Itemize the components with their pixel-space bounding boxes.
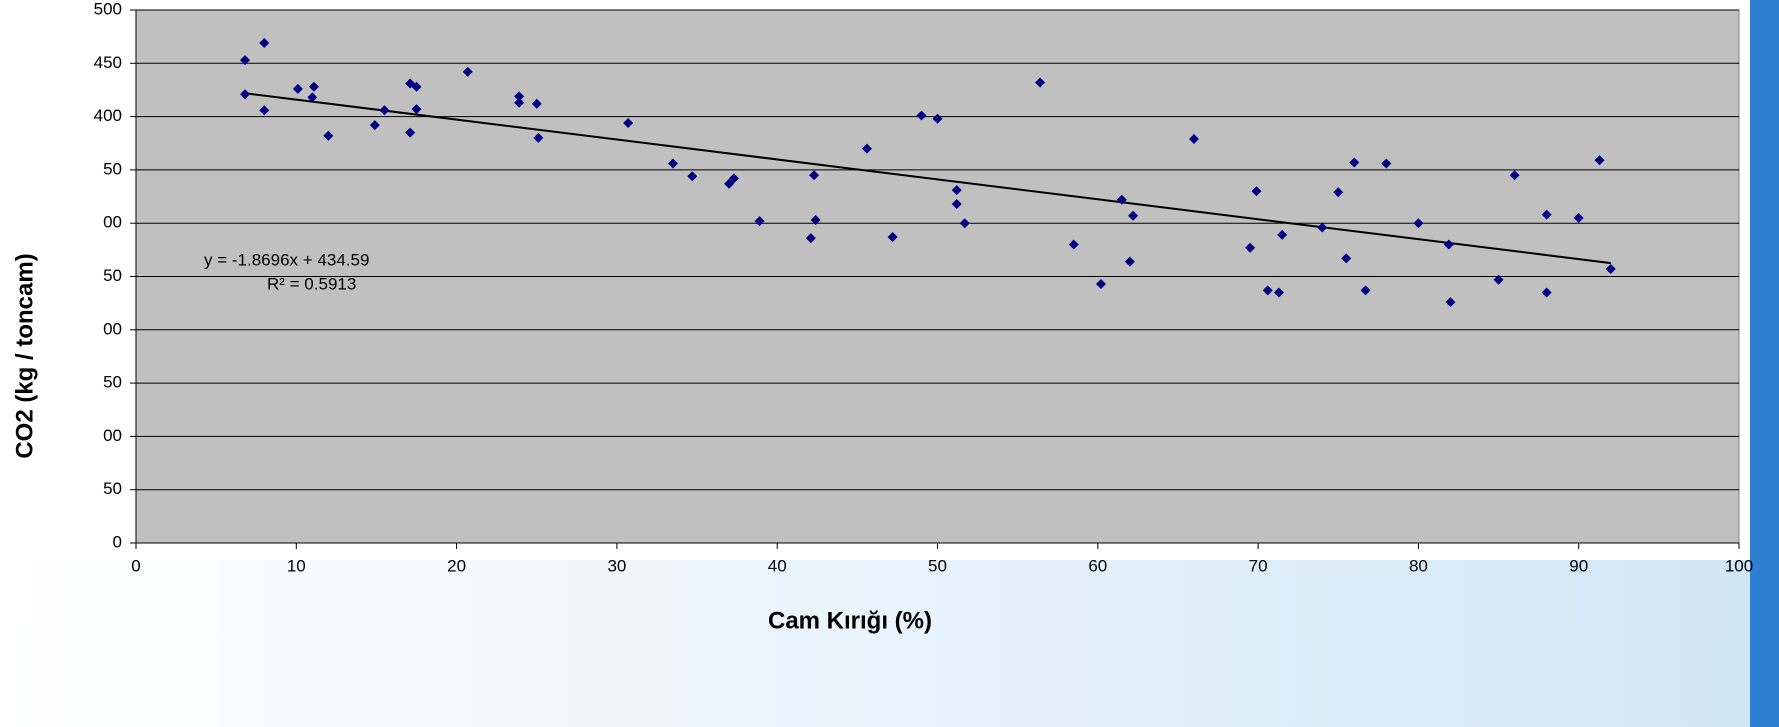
data-point: [1035, 77, 1046, 88]
data-point: [1381, 158, 1392, 169]
data-point: [1333, 187, 1344, 198]
data-point: [668, 158, 679, 169]
x-tick-label: 90: [1569, 556, 1588, 575]
x-tick-label: 0: [131, 556, 140, 575]
data-point: [959, 218, 970, 229]
data-point: [514, 97, 525, 108]
y-tick-label: 50: [103, 159, 122, 178]
y-tick-label: 450: [94, 53, 122, 72]
data-point: [1509, 170, 1520, 181]
data-point: [1277, 229, 1288, 240]
y-tick-label: 50: [103, 479, 122, 498]
r-squared: R² = 0.5913: [267, 274, 356, 293]
data-point: [1251, 186, 1262, 197]
data-point: [411, 104, 422, 115]
data-point: [887, 232, 898, 243]
data-point: [1541, 209, 1552, 220]
data-point: [1188, 133, 1199, 144]
data-point: [1443, 239, 1454, 250]
data-point: [405, 127, 416, 138]
data-point: [411, 81, 422, 92]
data-point: [1573, 212, 1584, 223]
data-point: [1116, 194, 1127, 205]
data-point: [1341, 253, 1352, 264]
x-tick-label: 30: [607, 556, 626, 575]
data-point: [369, 120, 380, 131]
data-point: [810, 215, 821, 226]
y-tick-label: 00: [103, 426, 122, 445]
data-point: [514, 91, 525, 102]
y-tick-label: 0: [113, 532, 122, 551]
data-point: [809, 170, 820, 181]
x-tick-label: 40: [768, 556, 787, 575]
data-point: [240, 89, 251, 100]
x-tick-label: 10: [287, 556, 306, 575]
data-point: [951, 199, 962, 210]
x-axis-title: Cam Kırığı (%): [768, 607, 932, 634]
y-tick-label: 50: [103, 266, 122, 285]
data-point: [531, 98, 542, 109]
data-point: [307, 92, 318, 103]
data-point: [805, 233, 816, 244]
data-point: [1541, 287, 1552, 298]
x-tick-label: 50: [928, 556, 947, 575]
data-point: [1594, 155, 1605, 166]
data-point: [687, 171, 698, 182]
data-point: [1413, 218, 1424, 229]
data-point: [533, 132, 544, 143]
y-axis-title: CO2 (kg / toncam): [11, 253, 38, 458]
data-point: [292, 83, 303, 94]
data-point: [754, 216, 765, 227]
data-point: [1128, 210, 1139, 221]
y-tick-label: 500: [94, 0, 122, 18]
x-tick-label: 60: [1088, 556, 1107, 575]
data-point: [932, 113, 943, 124]
data-point: [1245, 242, 1256, 253]
data-point: [1124, 256, 1135, 267]
trendline-equation: y = -1.8696x + 434.59: [204, 250, 369, 269]
trendline: [248, 92, 1611, 265]
y-tick-label: 00: [103, 213, 122, 232]
y-tick-label: 400: [94, 106, 122, 125]
data-point: [379, 105, 390, 116]
data-point: [1493, 274, 1504, 285]
x-tick-label: 100: [1725, 556, 1753, 575]
data-point: [259, 38, 270, 49]
data-point: [916, 110, 927, 121]
data-point: [1273, 287, 1284, 298]
y-tick-label: 00: [103, 319, 122, 338]
data-point: [323, 130, 334, 141]
y-tick-label: 50: [103, 373, 122, 392]
x-tick-label: 70: [1249, 556, 1268, 575]
data-point: [462, 66, 473, 77]
data-point: [861, 143, 872, 154]
x-tick-label: 20: [447, 556, 466, 575]
data-point: [951, 185, 962, 196]
data-point: [259, 105, 270, 116]
data-point: [724, 178, 735, 189]
data-point: [623, 117, 634, 128]
slide-edge: [1750, 0, 1779, 727]
data-point: [308, 81, 319, 92]
data-point: [1317, 222, 1328, 233]
data-point: [240, 55, 251, 66]
data-point: [1096, 278, 1107, 289]
data-point: [728, 173, 739, 184]
data-point: [1262, 285, 1273, 296]
data-point: [1349, 157, 1360, 168]
x-tick-label: 80: [1409, 556, 1428, 575]
data-point: [1605, 264, 1616, 275]
slide-decoration: [0, 560, 1779, 727]
data-point: [1360, 285, 1371, 296]
data-point: [1068, 239, 1079, 250]
data-point: [1445, 297, 1456, 308]
